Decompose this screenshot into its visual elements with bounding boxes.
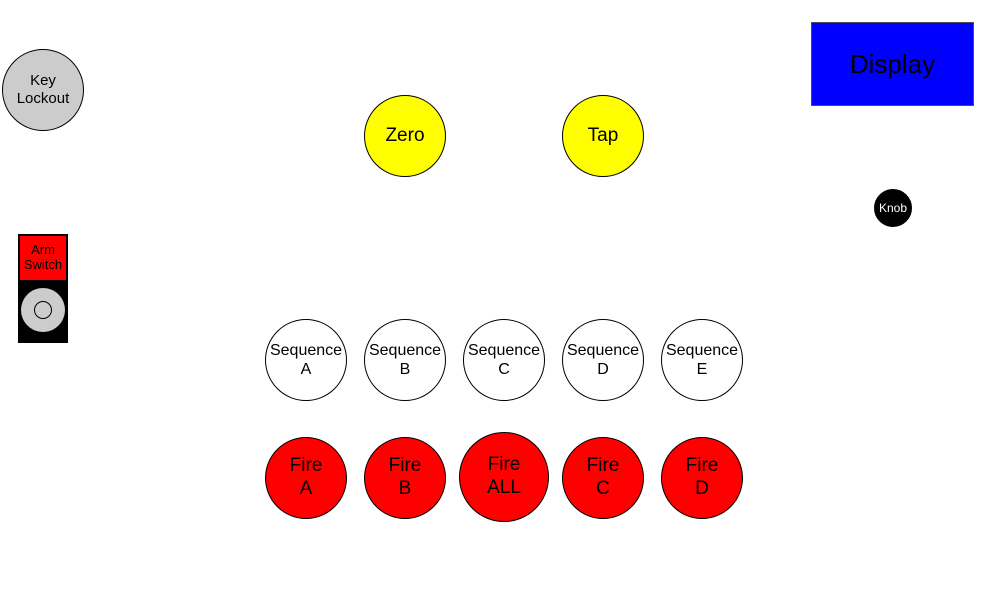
fire-d-label-line2: D [695,478,709,499]
arm-switch-lever-center-icon [34,301,52,319]
fire-all-label-line2: ALL [487,477,521,498]
fire-a-label-line2: A [299,478,313,499]
fire-b-button[interactable]: Fire B [364,437,446,519]
fire-a-button[interactable]: Fire A [265,437,347,519]
sequence-a-label-line2: A [300,361,312,378]
arm-switch-label-line1: Arm [31,242,55,258]
display-panel: Display [811,22,974,106]
fire-d-button[interactable]: Fire D [661,437,743,519]
sequence-b-button[interactable]: Sequence B [364,319,446,401]
fire-all-button[interactable]: Fire ALL [459,432,549,522]
key-lockout-label-line2: Lockout [16,90,70,107]
sequence-e-label-line1: Sequence [665,341,739,359]
arm-switch-label-line2: Switch [23,257,63,272]
key-lockout-label-line1: Key [30,72,56,89]
fire-b-label-line2: B [398,478,412,499]
fire-b-label-line1: Fire [388,455,422,477]
sequence-c-label-line1: Sequence [467,341,541,359]
fire-d-label-line1: Fire [685,455,719,477]
zero-button[interactable]: Zero [364,95,446,177]
tap-button[interactable]: Tap [562,95,644,177]
sequence-c-button[interactable]: Sequence C [463,319,545,401]
zero-button-label: Zero [385,124,425,146]
arm-switch-label: Arm Switch [20,236,66,280]
display-label: Display [849,48,936,79]
sequence-e-button[interactable]: Sequence E [661,319,743,401]
sequence-a-label-line1: Sequence [269,341,343,359]
sequence-c-label-line2: C [498,361,510,378]
knob-label: Knob [878,200,908,215]
sequence-d-label-line1: Sequence [566,341,640,359]
sequence-e-label-line2: E [696,361,708,378]
arm-switch-lever[interactable] [21,288,65,332]
sequence-a-button[interactable]: Sequence A [265,319,347,401]
sequence-d-button[interactable]: Sequence D [562,319,644,401]
knob[interactable]: Knob [874,189,912,227]
sequence-d-label-line2: D [597,361,609,378]
fire-c-button[interactable]: Fire C [562,437,644,519]
fire-a-label-line1: Fire [289,455,323,477]
arm-switch[interactable]: Arm Switch [18,234,68,343]
sequence-b-label-line1: Sequence [368,341,442,359]
fire-all-label-line1: Fire [487,454,521,476]
key-lockout-button[interactable]: Key Lockout [2,49,84,131]
sequence-b-label-line2: B [399,361,411,378]
fire-c-label-line2: C [596,478,610,499]
fire-c-label-line1: Fire [586,455,620,477]
tap-button-label: Tap [587,124,619,146]
